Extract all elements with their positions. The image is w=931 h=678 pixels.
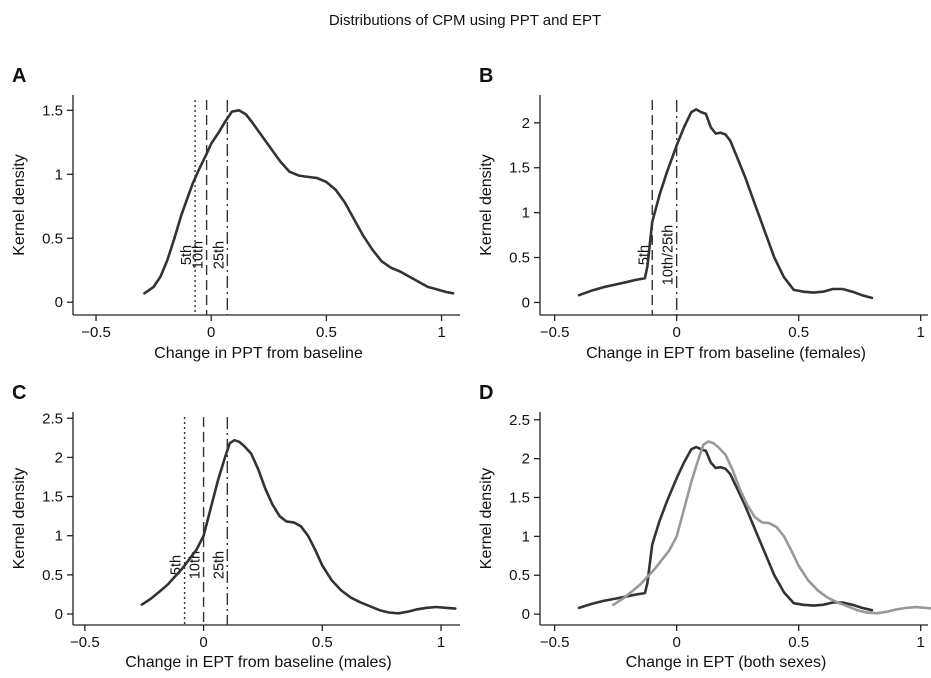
x-tick-label: 0	[672, 324, 680, 341]
density-curve	[611, 440, 931, 615]
x-tick-label: −0.5	[540, 634, 570, 651]
x-tick-label: 0.5	[788, 324, 809, 341]
x-axis-label: Change in EPT from baseline (females)	[586, 345, 866, 362]
x-tick-label: 0.5	[788, 634, 809, 651]
percentile-label: 5th	[179, 245, 195, 265]
y-tick-label: 0	[55, 606, 63, 623]
y-tick-label: 0.5	[509, 250, 530, 267]
y-tick-label: 2	[522, 115, 530, 132]
x-axis-label: Change in EPT from baseline (males)	[125, 654, 392, 671]
y-tick-label: 1.5	[509, 160, 530, 177]
x-tick-label: 1	[917, 634, 925, 651]
x-tick-label: 0.5	[316, 324, 337, 341]
percentile-label: 10th	[191, 241, 207, 269]
y-tick-label: 1.5	[42, 489, 63, 506]
x-tick-label: 1	[917, 324, 925, 341]
y-tick-label: 2.5	[509, 412, 530, 429]
y-axis-label: Kernel density	[11, 468, 28, 569]
panel-b: B −0.5 0 0.5 1 0 0.5 1 1.5 2 Change in EPT from ba…	[478, 65, 928, 362]
y-tick-label: 1	[55, 528, 63, 545]
percentile-label: 5th	[169, 555, 185, 575]
y-tick-label: 1	[522, 205, 530, 222]
y-tick-label: 0.5	[509, 567, 530, 584]
x-tick-label: 0.5	[312, 634, 333, 651]
x-axis-label: Change in PPT from baseline	[154, 345, 363, 362]
y-tick-label: 2	[522, 451, 530, 468]
y-tick-label: 0	[522, 294, 530, 311]
percentile-label: 25th	[211, 551, 227, 579]
percentile-label: 10th	[188, 551, 204, 579]
density-curve	[577, 445, 874, 612]
panel-letter: B	[479, 65, 493, 87]
y-axis-label: Kernel density	[478, 468, 495, 569]
x-tick-label: 0	[199, 634, 207, 651]
y-tick-label: 2.5	[42, 410, 63, 427]
x-tick-label: 1	[437, 634, 445, 651]
y-tick-label: 1	[55, 166, 63, 183]
density-curve	[140, 438, 457, 615]
y-tick-label: 0	[522, 606, 530, 623]
panel-d: D −0.5 0 0.5 1 0 0.5 1 1.5 2 2.5 Change in EPT (bot…	[478, 382, 931, 671]
y-tick-label: 0.5	[42, 230, 63, 247]
y-tick-label: 1	[522, 528, 530, 545]
y-tick-label: 1.5	[509, 490, 530, 507]
x-tick-label: −0.5	[70, 634, 100, 651]
panel-letter: D	[479, 382, 493, 404]
x-tick-label: −0.5	[540, 324, 570, 341]
y-axis-label: Kernel density	[478, 154, 495, 255]
panel-letter: C	[12, 382, 26, 404]
density-curve	[577, 108, 874, 300]
y-tick-label: 0.5	[42, 567, 63, 584]
x-axis-label: Change in EPT (both sexes)	[626, 654, 827, 671]
x-tick-label: 0	[207, 324, 215, 341]
y-axis-label: Kernel density	[11, 154, 28, 255]
panel-letter: A	[12, 65, 26, 87]
x-tick-label: −0.5	[81, 324, 111, 341]
panel-a: A −0.5 0 0.5 1 0 0.5 1 1.5 Change in PPT from bas…	[11, 65, 460, 362]
x-tick-label: 0	[672, 634, 680, 651]
panels: A −0.5 0 0.5 1 0 0.5 1 1.5 Change in PPT from bas…	[11, 65, 931, 671]
y-tick-label: 2	[55, 449, 63, 466]
percentile-label: 10th/25th	[661, 225, 677, 285]
y-tick-label: 1.5	[42, 102, 63, 119]
figure-title: Distributions of CPM using PPT and EPT	[329, 12, 601, 29]
y-tick-label: 0	[55, 294, 63, 311]
x-tick-label: 1	[437, 324, 445, 341]
percentile-label: 25th	[211, 241, 227, 269]
panel-c: C −0.5 0 0.5 1 0 0.5 1 1.5 2 2.5 Change in EPT from…	[11, 382, 460, 671]
density-curve	[143, 109, 455, 295]
